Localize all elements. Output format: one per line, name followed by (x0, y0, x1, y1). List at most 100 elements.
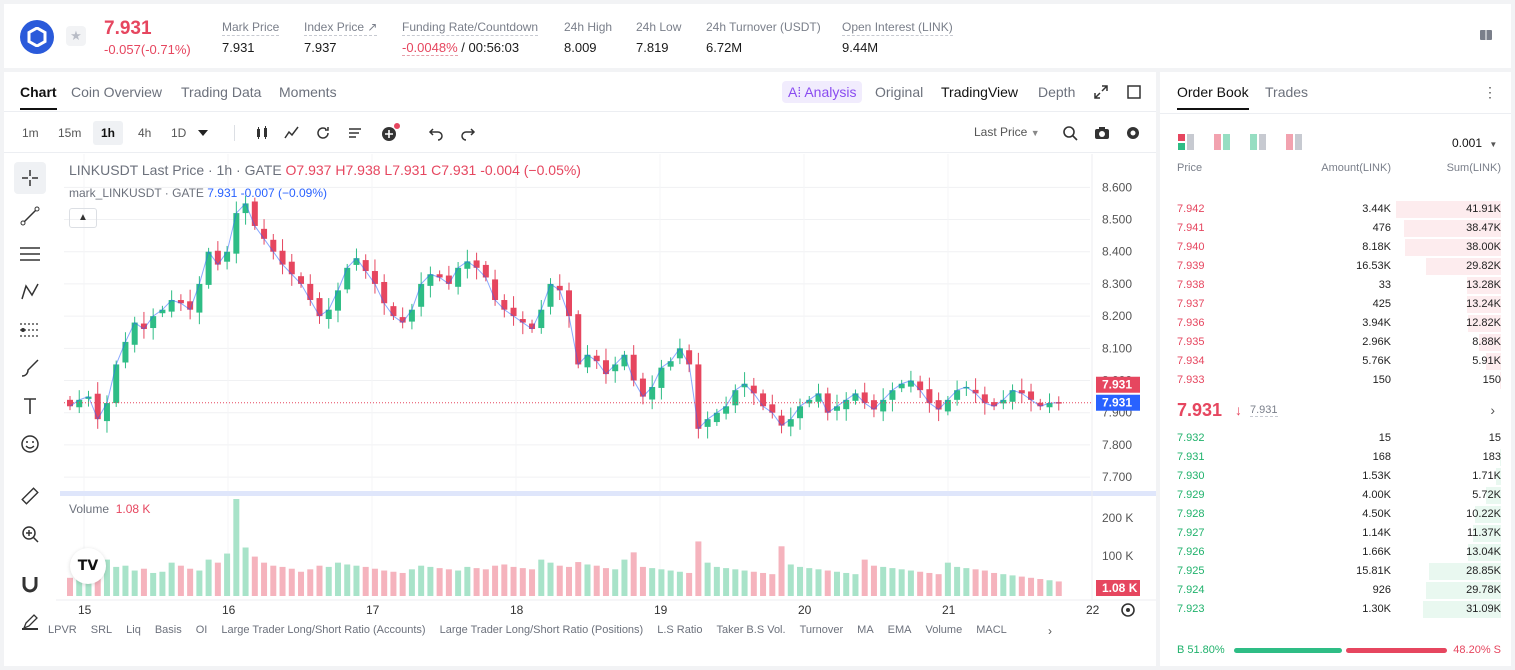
interval-15m[interactable]: 15m (58, 126, 82, 140)
price-type-select[interactable]: Last Price ▼ (974, 125, 1040, 139)
candlestick-chart[interactable]: 8.6008.5008.4008.3008.2008.1008.0007.900… (56, 154, 1156, 666)
depth-bar (1499, 449, 1501, 466)
bids-only-icon[interactable] (1250, 134, 1266, 150)
ask-row[interactable]: 7.936 3.94K 12.82K (1160, 314, 1511, 333)
tab-moments[interactable]: Moments (279, 84, 337, 100)
interval-4h[interactable]: 4h (138, 126, 152, 140)
view-original[interactable]: Original (875, 84, 924, 100)
asks-only-icon[interactable] (1286, 134, 1302, 150)
bid-row[interactable]: 7.932 15 15 (1160, 429, 1511, 448)
precision-select[interactable]: 0.001 ▼ (1452, 136, 1497, 150)
ruler-tool[interactable] (14, 480, 46, 512)
expand-icon[interactable] (1093, 84, 1109, 100)
tab-order-book[interactable]: Order Book (1177, 84, 1249, 110)
ask-row[interactable]: 7.934 5.76K 5.91K (1160, 352, 1511, 371)
tab-trades[interactable]: Trades (1265, 84, 1309, 100)
indicator-item[interactable]: Large Trader Long/Short Ratio (Positions… (439, 624, 644, 636)
collapse-legend-button[interactable]: ▲ (69, 208, 97, 228)
fib-tool[interactable] (14, 314, 46, 346)
tab-trading-data[interactable]: Trading Data (181, 84, 262, 100)
ohlc-change: -0.004 (−0.05%) (480, 162, 581, 178)
volume-bar (658, 569, 665, 596)
brush-tool[interactable] (14, 352, 46, 384)
candle-body (972, 389, 979, 394)
ask-row[interactable]: 7.935 2.96K 8.88K (1160, 333, 1511, 352)
indicator-item[interactable]: OI (195, 624, 208, 636)
candle-body (639, 378, 646, 397)
bid-row[interactable]: 7.923 1.30K 31.09K (1160, 600, 1511, 619)
alt-view-icon[interactable] (1214, 134, 1230, 150)
indicator-item[interactable]: Volume (925, 624, 963, 636)
chevron-right-icon[interactable]: › (1490, 402, 1495, 418)
book-icon[interactable] (1479, 28, 1493, 42)
redo-icon[interactable] (460, 125, 476, 141)
search-icon[interactable] (1062, 125, 1078, 141)
volume-bar (750, 571, 757, 596)
ask-row[interactable]: 7.939 16.53K 29.82K (1160, 257, 1511, 276)
indicator-item[interactable]: EMA (887, 624, 912, 636)
zoom-tool[interactable] (14, 518, 46, 550)
tab-coin-overview[interactable]: Coin Overview (71, 84, 163, 100)
chevron-right-icon[interactable]: › (1048, 624, 1052, 638)
candle-body (602, 360, 609, 375)
settings-gear-icon[interactable] (1125, 125, 1141, 141)
interval-1m[interactable]: 1m (22, 126, 39, 140)
indicator-item[interactable]: Turnover (799, 624, 844, 636)
volume-bar (316, 565, 323, 596)
indicator-item[interactable]: LPVR (48, 624, 77, 636)
trend-line-tool[interactable] (14, 200, 46, 232)
more-options-icon[interactable]: ⋮ (1483, 84, 1497, 100)
indicators-icon[interactable] (284, 125, 300, 141)
bid-row[interactable]: 7.929 4.00K 5.72K (1160, 486, 1511, 505)
interval-1h[interactable]: 1h (93, 121, 124, 145)
candle-type-icon[interactable] (254, 125, 270, 141)
bid-row[interactable]: 7.930 1.53K 1.71K (1160, 467, 1511, 486)
ask-row[interactable]: 7.933 150 150 (1160, 371, 1511, 390)
emoji-tool[interactable] (14, 428, 46, 460)
indicator-item[interactable]: Basis (154, 624, 182, 636)
volume-bar (575, 562, 582, 596)
ask-row[interactable]: 7.941 476 38.47K (1160, 219, 1511, 238)
stat-index-price[interactable]: Index Price ↗ 7.937 (304, 18, 378, 55)
refresh-icon[interactable] (315, 125, 331, 141)
lock-draw-tool[interactable] (14, 606, 46, 638)
indicator-item[interactable]: L.S Ratio (657, 624, 703, 636)
bid-row[interactable]: 7.931 168 183 (1160, 448, 1511, 467)
view-tradingview[interactable]: TradingView (941, 84, 1019, 100)
add-indicator-icon[interactable] (380, 123, 400, 143)
camera-icon[interactable] (1094, 125, 1110, 141)
indicator-item[interactable]: MACL (976, 624, 1007, 636)
ai-analysis-button[interactable]: A⁞ Analysis (782, 81, 863, 103)
magnet-tool[interactable] (14, 568, 46, 600)
indicator-item[interactable]: MA (857, 624, 874, 636)
crosshair-tool[interactable] (14, 162, 46, 194)
horizontal-lines-tool[interactable] (14, 238, 46, 270)
window-icon[interactable] (1126, 84, 1142, 100)
indicator-item[interactable]: SRL (90, 624, 113, 636)
chevron-down-icon[interactable] (198, 130, 208, 136)
interval-1d[interactable]: 1D (171, 126, 187, 140)
indicator-item[interactable]: Large Trader Long/Short Ratio (Accounts) (221, 624, 426, 636)
ask-row[interactable]: 7.942 3.44K 41.91K (1160, 200, 1511, 219)
both-sides-view-icon[interactable] (1178, 134, 1194, 150)
volume-bar (963, 568, 970, 596)
indicator-item[interactable]: Liq (126, 624, 141, 636)
pattern-tool[interactable] (14, 276, 46, 308)
tab-chart[interactable]: Chart (20, 84, 57, 110)
ask-price: 7.937 (1177, 298, 1205, 310)
ask-row[interactable]: 7.937 425 13.24K (1160, 295, 1511, 314)
bid-row[interactable]: 7.925 15.81K 28.85K (1160, 562, 1511, 581)
bid-row[interactable]: 7.927 1.14K 11.37K (1160, 524, 1511, 543)
favorite-star-icon[interactable]: ★ (66, 26, 86, 46)
bid-row[interactable]: 7.928 4.50K 10.22K (1160, 505, 1511, 524)
undo-icon[interactable] (428, 125, 444, 141)
text-tool[interactable] (14, 390, 46, 422)
bid-row[interactable]: 7.926 1.66K 13.04K (1160, 543, 1511, 562)
tradingview-logo[interactable]: TV (70, 548, 106, 584)
bid-row[interactable]: 7.924 926 29.78K (1160, 581, 1511, 600)
view-depth[interactable]: Depth (1038, 84, 1076, 100)
ask-row[interactable]: 7.940 8.18K 38.00K (1160, 238, 1511, 257)
ask-row[interactable]: 7.938 33 13.28K (1160, 276, 1511, 295)
indicator-item[interactable]: Taker B.S Vol. (716, 624, 786, 636)
templates-icon[interactable] (347, 125, 363, 141)
